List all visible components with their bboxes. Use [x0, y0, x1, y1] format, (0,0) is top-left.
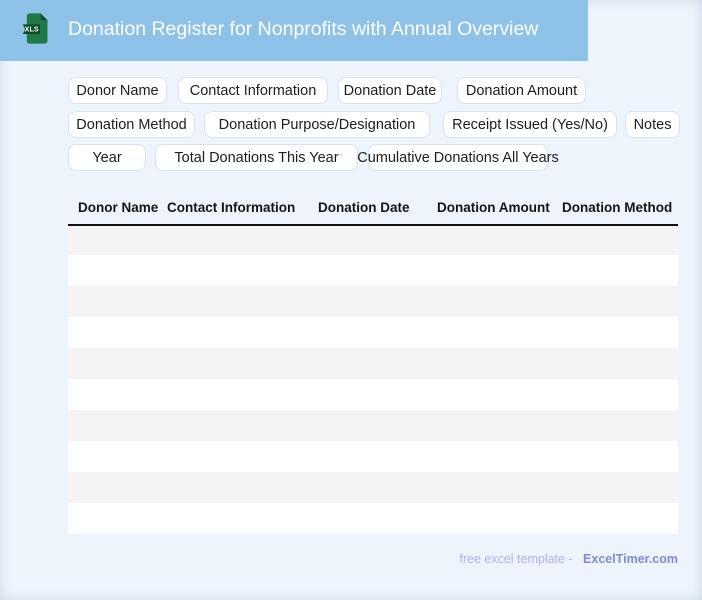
svg-text:XLS: XLS [25, 25, 39, 34]
